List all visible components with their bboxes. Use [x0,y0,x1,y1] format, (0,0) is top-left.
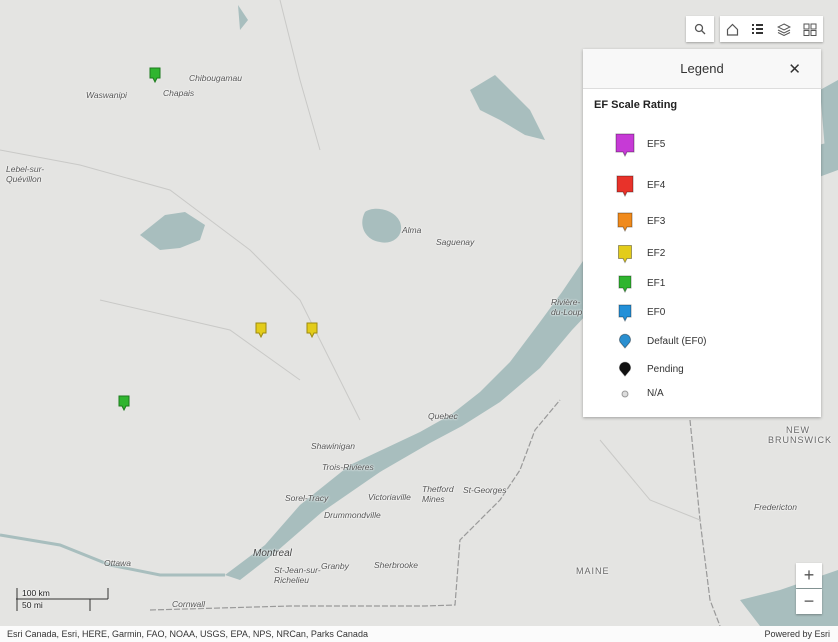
search-button[interactable] [686,16,714,42]
region-label: MAINE [576,566,610,576]
legend-header-title: Legend [680,61,724,76]
place-label: Rivière-du-Loup [551,297,583,317]
symbol-shape [615,133,635,157]
border [149,399,561,611]
region-label: NEW BRUNSWICK [768,425,833,445]
legend-symbol [621,390,629,398]
symbol-shape [621,390,629,398]
place-label: Chibougamau [189,73,242,83]
scale-label: 100 km [22,588,50,598]
search-icon [694,23,706,35]
symbol-shape [618,304,632,323]
place-label: Drummondville [324,510,381,520]
boundaries [0,0,701,521]
legend-label: EF4 [647,180,666,191]
marker [255,322,267,339]
place-label: Trois-Rivieres [322,462,374,472]
place-label: Waswanipi [86,90,127,100]
marker [118,395,130,412]
legend-button[interactable] [751,23,764,36]
place-label: Fredericton [754,502,797,512]
powered-by: Powered by Esri [764,629,830,639]
place-label: Cornwall [172,599,206,609]
symbol-shape [616,175,634,198]
place-label: Montreal [253,548,292,559]
symbol-shape [619,361,631,377]
tornado-markers [118,67,318,412]
legend-label: Default (EF0) [647,336,707,347]
legend-symbol [619,361,631,377]
attribution: Esri Canada, Esri, HERE, Garmin, FAO, NO… [7,629,368,639]
place-label: St-Jean-sur-Richelieu [274,565,321,585]
lac-saint-jean [362,208,402,243]
place-label: Victoriaville [368,492,411,502]
zoom-out[interactable]: − [796,589,822,614]
place-label: Thetford Mines [422,484,454,504]
place-label: Lebel-sur-Quévillon [6,164,45,184]
legend-symbol [617,212,633,233]
legend-label: EF5 [647,139,666,150]
lake [238,5,248,30]
place-label: St-Georges [463,485,507,495]
legend-title: EF Scale Rating [594,99,678,111]
place-label: Granby [321,561,349,571]
legend-label: EF3 [647,216,666,227]
attribution-bar: Esri Canada, Esri, HERE, Garmin, FAO, NO… [0,626,838,642]
legend-symbol [618,304,632,323]
ottawa-river [0,533,225,577]
zoom-in[interactable]: + [796,563,822,588]
legend-label: Pending [647,364,684,375]
place-label: Sherbrooke [374,560,418,570]
scale-label: 50 mi [22,600,43,610]
coast [820,80,838,155]
place-label: Quebec [428,411,458,421]
legend-header: Legend ✕ [583,49,821,89]
legend-label: EF1 [647,278,666,289]
legend-label: EF0 [647,307,666,318]
basemap-button[interactable] [803,23,817,36]
place-label: Sorel-Tracy [285,493,329,503]
place-label: Shawinigan [311,441,355,451]
layers-button[interactable] [776,22,791,36]
legend-symbol [618,245,632,264]
legend-panel: Legend ✕ EF Scale Rating EF5 EF4 EF3 EF2 EF1… [583,49,821,417]
legend-symbol [615,133,635,157]
place-label: Alma [402,225,422,235]
legend-label: N/A [647,388,664,399]
legend-symbol [618,275,632,294]
scale-bar [16,588,109,611]
legend-label: EF2 [647,248,666,259]
border [689,419,721,627]
legend-symbol [616,175,634,198]
symbol-shape [618,275,632,294]
reservoir-pipmuacan [470,75,545,140]
reservoir [140,212,205,250]
symbol-shape [618,245,632,264]
place-label: Chapais [163,88,195,98]
st-lawrence-river [225,140,838,580]
marker [149,67,161,84]
symbol-shape [617,212,633,233]
place-label: Ottawa [104,558,131,568]
marker [306,322,318,339]
legend-symbol [619,333,631,349]
place-label: Saguenay [436,237,475,247]
close-button[interactable]: ✕ [788,61,801,78]
toolbar [720,16,823,42]
symbol-shape [619,333,631,349]
home-button[interactable] [726,23,739,36]
